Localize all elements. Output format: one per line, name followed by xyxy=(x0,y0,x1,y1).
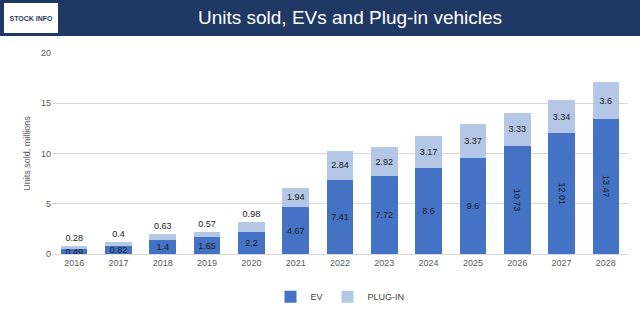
svg-text:10.73: 10.73 xyxy=(512,189,522,212)
html-text:STOCK INFO: STOCK INFO xyxy=(9,14,53,22)
svg-text:2.2: 2.2 xyxy=(245,238,258,248)
svg-text:7.41: 7.41 xyxy=(331,212,349,222)
svg-text:0: 0 xyxy=(46,249,51,259)
svg-text:1.4: 1.4 xyxy=(157,242,170,252)
svg-text:2.92: 2.92 xyxy=(376,157,394,167)
svg-text:10: 10 xyxy=(41,149,51,159)
svg-text:2022: 2022 xyxy=(330,258,350,268)
svg-text:1.94: 1.94 xyxy=(287,192,305,202)
svg-text:2025: 2025 xyxy=(463,258,483,268)
svg-text:0.57: 0.57 xyxy=(198,219,216,229)
svg-text:15: 15 xyxy=(41,98,51,108)
svg-text:4.67: 4.67 xyxy=(287,226,305,236)
svg-text:2023: 2023 xyxy=(374,258,394,268)
svg-text:2024: 2024 xyxy=(419,258,439,268)
svg-text:EV: EV xyxy=(311,292,323,302)
svg-text:PLUG-IN: PLUG-IN xyxy=(368,292,405,302)
svg-text:2021: 2021 xyxy=(286,258,306,268)
svg-text:3.37: 3.37 xyxy=(464,136,482,146)
svg-text:Units sold, millions: Units sold, millions xyxy=(22,116,32,191)
svg-text:2028: 2028 xyxy=(596,258,616,268)
html-text:Units sold, EVs and Plug-in ve: Units sold, EVs and Plug-in vehicles xyxy=(197,7,503,28)
svg-text:12.01: 12.01 xyxy=(557,182,567,205)
svg-text:0.28: 0.28 xyxy=(65,233,83,243)
svg-text:8.6: 8.6 xyxy=(422,206,435,216)
svg-text:3.17: 3.17 xyxy=(420,147,438,157)
svg-text:5: 5 xyxy=(46,199,51,209)
svg-text:0.82: 0.82 xyxy=(110,245,128,255)
svg-text:0.4: 0.4 xyxy=(112,229,125,239)
svg-text:2019: 2019 xyxy=(197,258,217,268)
svg-text:0.49: 0.49 xyxy=(65,247,83,257)
svg-text:0.63: 0.63 xyxy=(154,221,172,231)
svg-text:0.98: 0.98 xyxy=(243,209,261,219)
svg-text:13.47: 13.47 xyxy=(601,175,611,198)
svg-text:2020: 2020 xyxy=(241,258,261,268)
svg-text:3.33: 3.33 xyxy=(508,124,526,134)
svg-text:1.65: 1.65 xyxy=(198,241,216,251)
svg-text:9.6: 9.6 xyxy=(467,201,480,211)
svg-text:2017: 2017 xyxy=(108,258,128,268)
svg-text:3.6: 3.6 xyxy=(600,96,613,106)
svg-text:2.84: 2.84 xyxy=(331,160,349,170)
svg-text:3.34: 3.34 xyxy=(553,112,571,122)
svg-text:20: 20 xyxy=(41,48,51,58)
svg-text:2018: 2018 xyxy=(153,258,173,268)
svg-text:7.72: 7.72 xyxy=(376,210,394,220)
svg-text:2027: 2027 xyxy=(552,258,572,268)
svg-text:2016: 2016 xyxy=(64,258,84,268)
svg-text:2026: 2026 xyxy=(507,258,527,268)
